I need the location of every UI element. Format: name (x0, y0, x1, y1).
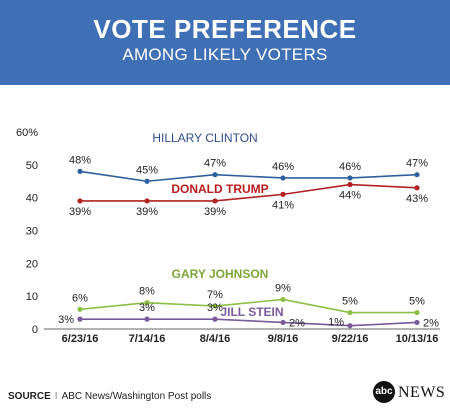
data-point (280, 319, 286, 326)
source-separator: I (54, 391, 58, 402)
data-label: 8% (139, 286, 155, 298)
y-tick-label: 30 (26, 226, 38, 238)
series-label-johnson: GARY JOHNSON (172, 267, 269, 281)
data-point (212, 303, 218, 309)
data-point (77, 306, 83, 312)
data-label: 5% (342, 296, 358, 308)
x-tick-label: 9/8/16 (268, 333, 299, 345)
y-tick-label: 60% (16, 127, 38, 139)
data-point (144, 178, 150, 184)
data-label: 1% (328, 317, 344, 329)
data-point (414, 185, 420, 191)
data-label: 41% (272, 199, 294, 211)
data-point (347, 309, 353, 316)
series-line (79, 298, 417, 314)
data-point (212, 198, 218, 204)
data-label: 45% (136, 164, 158, 176)
data-point (144, 316, 150, 322)
chart-title: VOTE PREFERENCE (93, 14, 357, 44)
data-label: 48% (69, 154, 91, 166)
data-label: 47% (204, 158, 226, 170)
data-point (347, 175, 353, 181)
data-point (212, 316, 218, 322)
x-tick-label: 10/13/16 (396, 333, 439, 345)
x-tick-label: 6/23/16 (62, 333, 99, 345)
data-point (414, 309, 420, 316)
data-label: 46% (272, 161, 294, 173)
data-point (280, 191, 286, 197)
chart-header: VOTE PREFERENCE AMONG LIKELY VOTERS (0, 0, 450, 85)
data-label: 9% (275, 282, 291, 294)
data-label: 3% (139, 302, 155, 314)
data-label: 3% (58, 314, 74, 326)
data-label: 46% (339, 161, 361, 173)
data-point (144, 198, 150, 204)
abc-logo-icon: abc (373, 381, 395, 403)
data-label: 43% (406, 193, 428, 205)
source-label: SOURCE (8, 391, 51, 402)
data-label: 6% (72, 292, 88, 304)
data-label: 39% (69, 206, 91, 218)
data-point (77, 198, 83, 204)
data-label: 2% (423, 317, 439, 329)
data-point (212, 172, 218, 178)
data-point (280, 296, 286, 303)
x-tick-label: 9/22/16 (332, 333, 369, 345)
y-tick-label: 0 (32, 324, 38, 336)
source-text: ABC News/Washington Post polls (61, 391, 212, 402)
data-label: 39% (204, 206, 226, 218)
data-label: 44% (339, 190, 361, 202)
data-point (347, 181, 353, 188)
data-label: 2% (289, 317, 305, 329)
source-note: SOURCE I ABC News/Washington Post polls (8, 391, 211, 402)
brand-name: NEWS (398, 384, 446, 401)
data-label: 3% (207, 302, 223, 314)
y-tick-label: 50 (26, 160, 38, 172)
data-label: 39% (136, 206, 158, 218)
x-tick-label: 7/14/16 (129, 333, 166, 345)
x-tick-label: 8/4/16 (200, 333, 231, 345)
data-point (414, 319, 420, 326)
data-label: 47% (406, 158, 428, 170)
y-tick-label: 10 (26, 291, 38, 303)
data-point (77, 168, 83, 174)
chart-subtitle: AMONG LIKELY VOTERS (122, 45, 328, 64)
data-label: 5% (409, 296, 425, 308)
series-label-stein: JILL STEIN (220, 305, 283, 319)
data-point (347, 323, 353, 329)
data-point (414, 172, 420, 178)
series-label-trump: DONALD TRUMP (171, 182, 268, 196)
y-tick-label: 40 (26, 193, 38, 205)
series-line (79, 170, 418, 183)
data-point (144, 300, 150, 306)
line-chart: 0 10 20 30 40 50 60% 6/23/16 7/14/16 8/4/16 9/8/16… (16, 127, 440, 345)
y-tick-label: 20 (26, 258, 38, 270)
series-label-clinton: HILLARY CLINTON (152, 131, 257, 145)
data-point (280, 175, 286, 181)
data-label: 7% (207, 289, 223, 301)
series-line (80, 318, 418, 327)
data-point (77, 316, 83, 322)
series-line (80, 183, 418, 202)
